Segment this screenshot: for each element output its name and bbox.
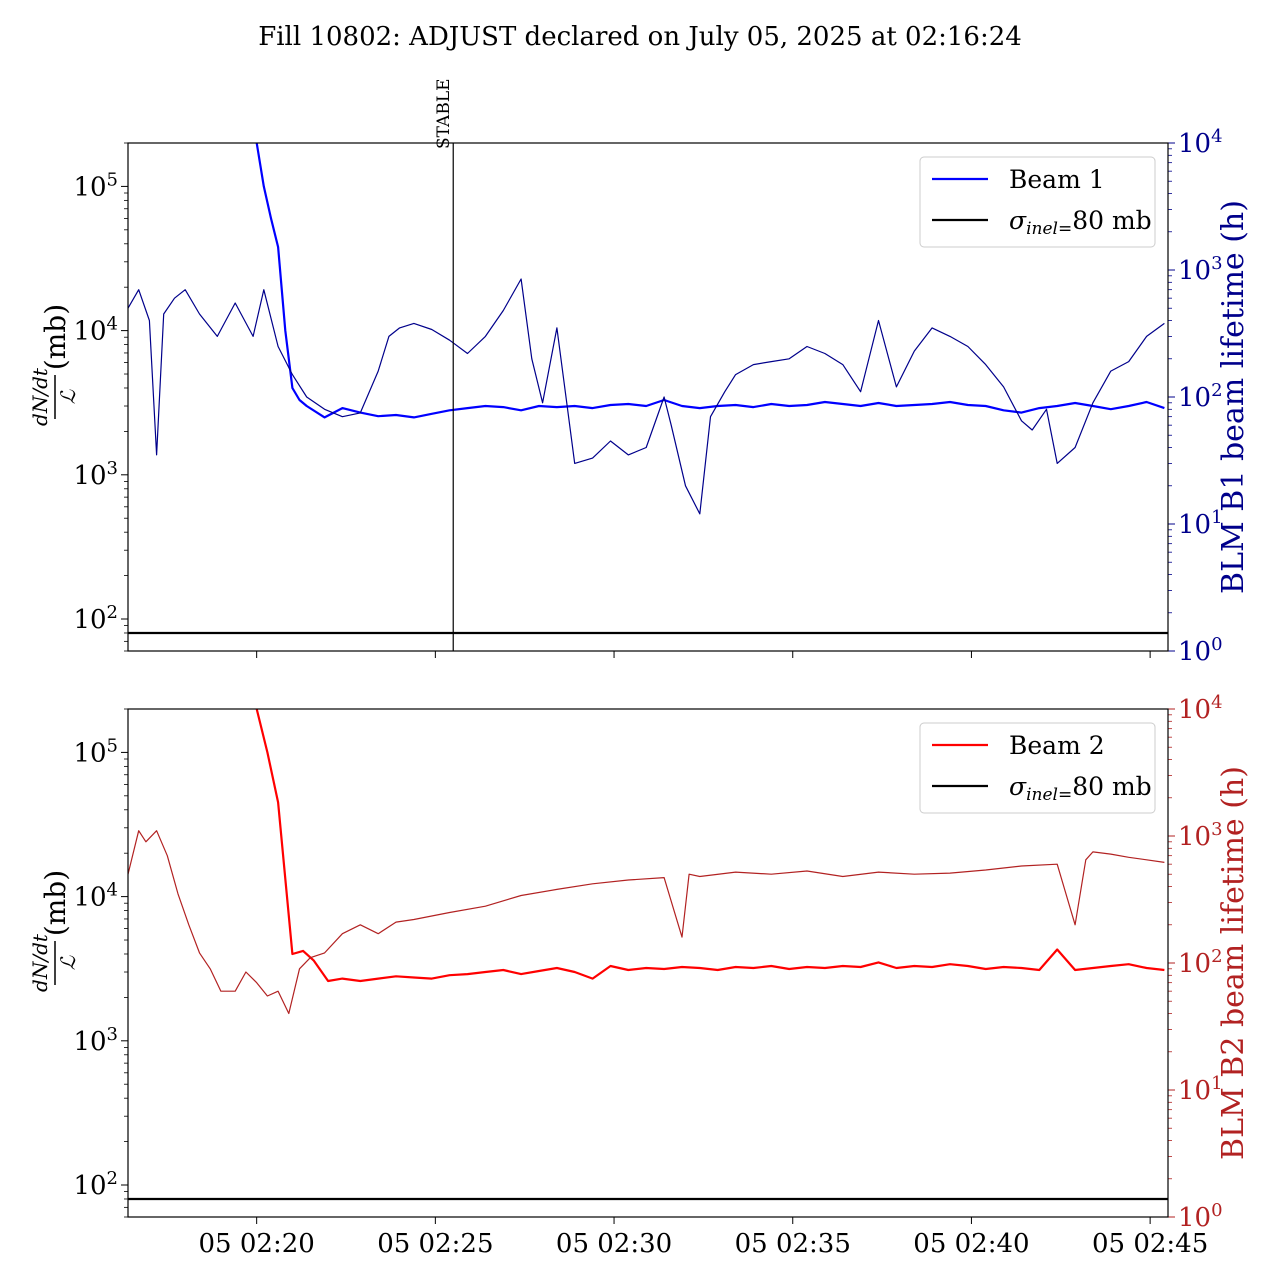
left-tick-label: 102 [73,602,118,635]
right-tick-label: 100 [1178,634,1223,667]
legend-sigma-label: σinel=80 mb [1009,206,1152,239]
legend-beam-label: Beam 2 [1009,731,1105,760]
left-axis-label-numerator: dN/dt [28,933,52,992]
left-axis-label-unit: (mb) [39,304,72,370]
x-tick-label: 05 02:35 [735,1229,851,1259]
right-tick-label: 104 [1178,692,1223,725]
left-tick-label: 104 [73,880,118,913]
blm-lifetime-line [128,278,1165,515]
bottom-panel: 102 103 104 105 100 101 102 103 104 05 02:20 05 02… [28,692,1251,1259]
top-panel: 102 103 104 105 100 101 102 103 104 STABLE dN/dt ℒ (… [28,78,1251,667]
x-tick-label: 05 02:30 [556,1229,672,1259]
legend-beam-label: Beam 1 [1009,165,1105,194]
right-tick-label: 101 [1178,507,1223,540]
left-tick-label: 103 [73,1024,118,1057]
right-tick-label: 102 [1178,380,1223,413]
right-tick-label: 101 [1178,1073,1223,1106]
legend-sigma-label: σinel=80 mb [1009,772,1152,805]
beam-line [255,143,1165,419]
axes-frame [127,142,1169,652]
left-tick-label: 105 [73,735,118,768]
right-tick-label: 103 [1178,819,1223,852]
beam-line [255,709,1165,983]
left-axis-label-denominator: ℒ [56,389,80,404]
left-axis-label: dN/dt ℒ (mb) [28,870,80,992]
left-axis-label-unit: (mb) [39,870,72,936]
chart-title: Fill 10802: ADJUST declared on July 05, … [258,22,1022,52]
plot-area [128,143,1168,635]
left-axis-label: dN/dt ℒ (mb) [28,304,80,426]
right-tick-label: 103 [1178,253,1223,286]
right-tick-label: 102 [1178,946,1223,979]
axes-frame [127,708,1169,1218]
right-axis-label: BLM B1 beam lifetime (h) [1216,200,1251,594]
right-tick-label: 104 [1178,126,1223,159]
stable-marker-label: STABLE [434,78,454,149]
right-axis-label: BLM B2 beam lifetime (h) [1216,766,1251,1160]
plot-area [128,709,1168,1201]
left-tick-label: 104 [73,314,118,347]
right-tick-label: 100 [1178,1200,1223,1233]
left-tick-label: 103 [73,458,118,491]
x-tick-label: 05 02:40 [913,1229,1029,1259]
left-axis-label-numerator: dN/dt [28,367,52,426]
left-axis-label-denominator: ℒ [56,955,80,970]
left-tick-label: 105 [73,169,118,202]
x-tick-label: 05 02:45 [1092,1229,1208,1259]
x-tick-label: 05 02:20 [199,1229,315,1259]
blm-lifetime-line [128,830,1165,1015]
left-tick-label: 102 [73,1168,118,1201]
x-tick-label: 05 02:25 [377,1229,493,1259]
